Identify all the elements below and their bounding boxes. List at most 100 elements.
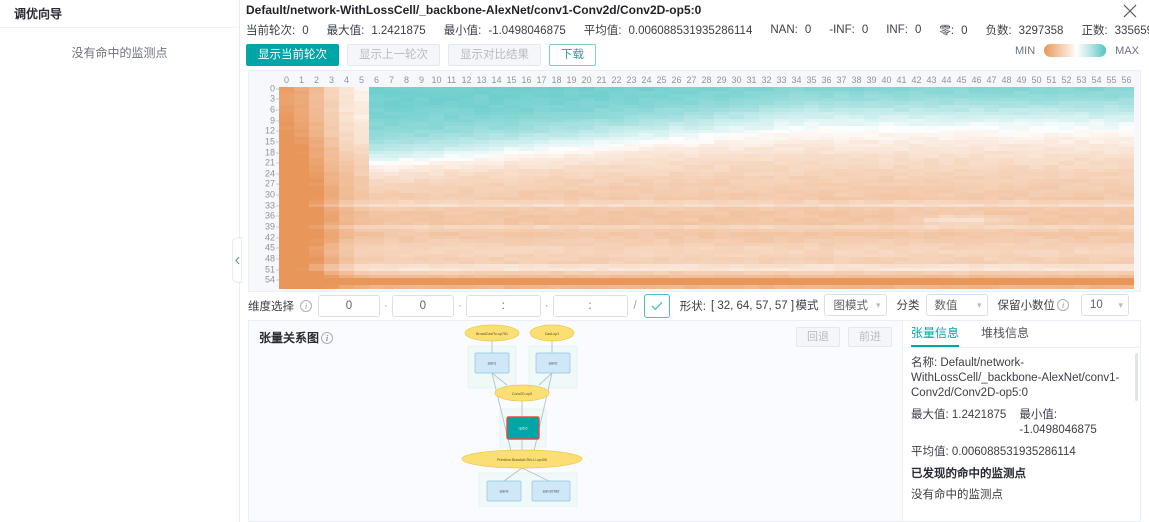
y-axis-tick-mark bbox=[276, 183, 279, 185]
x-axis-tick: 53 bbox=[1076, 75, 1087, 85]
graph-node-selected[interactable]: op5:0 bbox=[506, 416, 540, 440]
dimension-input-1[interactable]: 0 bbox=[391, 295, 454, 317]
show-current-step-button[interactable]: 显示当前轮次 bbox=[246, 44, 339, 66]
x-axis-tick: 16 bbox=[521, 75, 532, 85]
x-axis-tick: 17 bbox=[536, 75, 547, 85]
tensor-info-panel: 张量信息 堆栈信息 名称: Default/network-WithLossCel… bbox=[902, 321, 1140, 521]
x-axis-tick: 26 bbox=[671, 75, 682, 85]
graph-node-ellipse[interactable]: Primitive-BiasAdd-ReLU-op406 bbox=[461, 449, 583, 469]
x-axis-tick: 12 bbox=[461, 75, 472, 85]
graph-node-rect[interactable]: sdm1 bbox=[474, 352, 510, 374]
x-axis-tick: 37 bbox=[836, 75, 847, 85]
x-axis-tick: 34 bbox=[791, 75, 802, 85]
watchpoint-empty: 没有命中的监测点 bbox=[911, 489, 1003, 501]
x-axis-tick: 35 bbox=[806, 75, 817, 85]
dimension-input-0[interactable]: 0 bbox=[318, 295, 380, 317]
heatmap-canvas[interactable] bbox=[279, 87, 1134, 289]
tensor-relation-graph[interactable]: 张量关系图 i 回退 前进 BroadCastTo-op781 Cast-op1 C… bbox=[249, 321, 902, 521]
legend-max-label: MAX bbox=[1115, 44, 1139, 57]
y-axis-tick: 36 bbox=[264, 210, 275, 221]
y-axis-tick: 33 bbox=[264, 200, 275, 211]
info-icon[interactable]: i bbox=[321, 331, 334, 344]
node-label: sdm9 bbox=[500, 490, 509, 494]
info-tabs: 张量信息 堆栈信息 bbox=[903, 321, 1140, 348]
mode-select[interactable]: 图模式 ▾ bbox=[824, 294, 887, 316]
x-axis-tick: 55 bbox=[1106, 75, 1117, 85]
stat-label: 平均值: bbox=[583, 25, 622, 37]
x-axis-tick: 6 bbox=[373, 75, 380, 85]
stat-item: 当前轮次: 0 bbox=[246, 22, 309, 38]
stat-value: 0 bbox=[961, 25, 968, 37]
x-axis-tick: 28 bbox=[701, 75, 712, 85]
stat-item: -INF: 0 bbox=[829, 24, 868, 36]
graph-title: 张量关系图 bbox=[259, 331, 320, 345]
y-axis-tick-mark bbox=[276, 226, 279, 228]
x-axis-tick: 45 bbox=[956, 75, 967, 85]
close-icon[interactable] bbox=[1119, 0, 1141, 22]
sidebar-collapse-handle[interactable] bbox=[232, 237, 242, 283]
category-select[interactable]: 数值 ▾ bbox=[925, 294, 988, 316]
heatmap-panel[interactable]: 0 1 2 3 4 5 6 7 8 9 10 11 12 13 14 15 16 17 18 19 20 21 22 23 24… bbox=[248, 70, 1141, 292]
info-scrollbar[interactable] bbox=[1135, 353, 1138, 401]
graph-forward-button[interactable]: 前进 bbox=[848, 327, 892, 347]
graph-node-rect[interactable]: sdm10782 bbox=[531, 480, 571, 502]
color-scale-legend: MIN MAX bbox=[1015, 44, 1139, 57]
tensor-minmax-row: 最大值: 1.2421875 最小值: -1.0498046875 bbox=[911, 408, 1128, 438]
y-axis-tick-mark bbox=[276, 279, 279, 281]
dim-separator: · bbox=[544, 300, 549, 312]
show-previous-step-button[interactable]: 显示上一轮次 bbox=[347, 44, 440, 66]
watchpoint-header: 已发现的命中的监测点 bbox=[911, 468, 1026, 480]
chevron-left-icon bbox=[234, 256, 239, 264]
x-axis-tick: 33 bbox=[776, 75, 787, 85]
graph-node-rect[interactable]: sdm2 bbox=[535, 352, 571, 374]
stat-value: -1.0498046875 bbox=[488, 25, 566, 37]
x-axis-tick: 42 bbox=[911, 75, 922, 85]
x-axis-tick: 39 bbox=[866, 75, 877, 85]
x-axis-tick: 27 bbox=[686, 75, 697, 85]
dimension-input-2[interactable]: : bbox=[465, 295, 541, 317]
show-compare-result-button[interactable]: 显示对比结果 bbox=[448, 44, 541, 66]
graph-svg[interactable]: BroadCastTo-op781 Cast-op1 Conv2D-op5 Primi… bbox=[249, 321, 902, 507]
x-axis-tick: 8 bbox=[403, 75, 410, 85]
tensor-name-value: Default/network-WithLossCell/_backbone-A… bbox=[911, 357, 1120, 399]
y-axis-tick-mark bbox=[276, 98, 279, 100]
tab-stack-info[interactable]: 堆栈信息 bbox=[981, 326, 1030, 340]
stat-value: 0 bbox=[861, 24, 869, 36]
x-axis-tick: 10 bbox=[431, 75, 442, 85]
tensor-mean-value: 0.006088531935286114 bbox=[951, 446, 1076, 458]
stat-value: 0 bbox=[914, 24, 922, 36]
chevron-down-icon: ▾ bbox=[1118, 299, 1123, 310]
x-axis-tick: 52 bbox=[1061, 75, 1072, 85]
info-icon[interactable]: i bbox=[1057, 299, 1069, 311]
graph-back-button[interactable]: 回退 bbox=[796, 327, 840, 347]
y-axis-tick-mark bbox=[276, 237, 279, 239]
y-axis-tick-mark bbox=[276, 141, 279, 143]
page-title: Default/network-WithLossCell/_backbone-A… bbox=[246, 3, 702, 17]
check-icon[interactable] bbox=[643, 294, 670, 318]
stat-item: INF: 0 bbox=[886, 24, 921, 36]
y-axis-tick-mark bbox=[276, 205, 279, 207]
stat-item: 平均值: 0.006088531935286114 bbox=[584, 22, 753, 38]
decimal-select[interactable]: 10 ▾ bbox=[1081, 294, 1129, 316]
stat-value: 0 bbox=[804, 24, 812, 36]
node-shape bbox=[474, 352, 510, 374]
tensor-min-label: 最小值: bbox=[1019, 409, 1058, 421]
dimension-select-row: 维度选择 i 0 · 0 · : · : / 形状: [ 32, 64, 57,… bbox=[240, 292, 1149, 329]
stat-label: 当前轮次: bbox=[246, 25, 296, 37]
dim-slash: / bbox=[633, 300, 637, 312]
title-bar: Default/network-WithLossCell/_backbone-A… bbox=[240, 0, 1149, 20]
y-axis-tick-mark bbox=[276, 215, 279, 217]
graph-node-ellipse[interactable]: Cast-op1 bbox=[529, 324, 575, 342]
dimension-input-3[interactable]: : bbox=[552, 295, 628, 317]
graph-node-ellipse[interactable]: Conv2D-op5 bbox=[494, 384, 550, 402]
download-button[interactable]: 下载 bbox=[549, 44, 596, 66]
tab-tensor-info[interactable]: 张量信息 bbox=[911, 321, 960, 347]
info-icon[interactable]: i bbox=[300, 300, 312, 312]
graph-node-rect[interactable]: sdm9 bbox=[486, 480, 522, 502]
x-axis-tick: 32 bbox=[761, 75, 772, 85]
stat-label: 零: bbox=[939, 25, 955, 37]
mode-value: 图模式 bbox=[833, 300, 868, 312]
stat-value: 3297358 bbox=[1018, 25, 1064, 37]
graph-node-ellipse[interactable]: BroadCastTo-op781 bbox=[464, 324, 520, 342]
